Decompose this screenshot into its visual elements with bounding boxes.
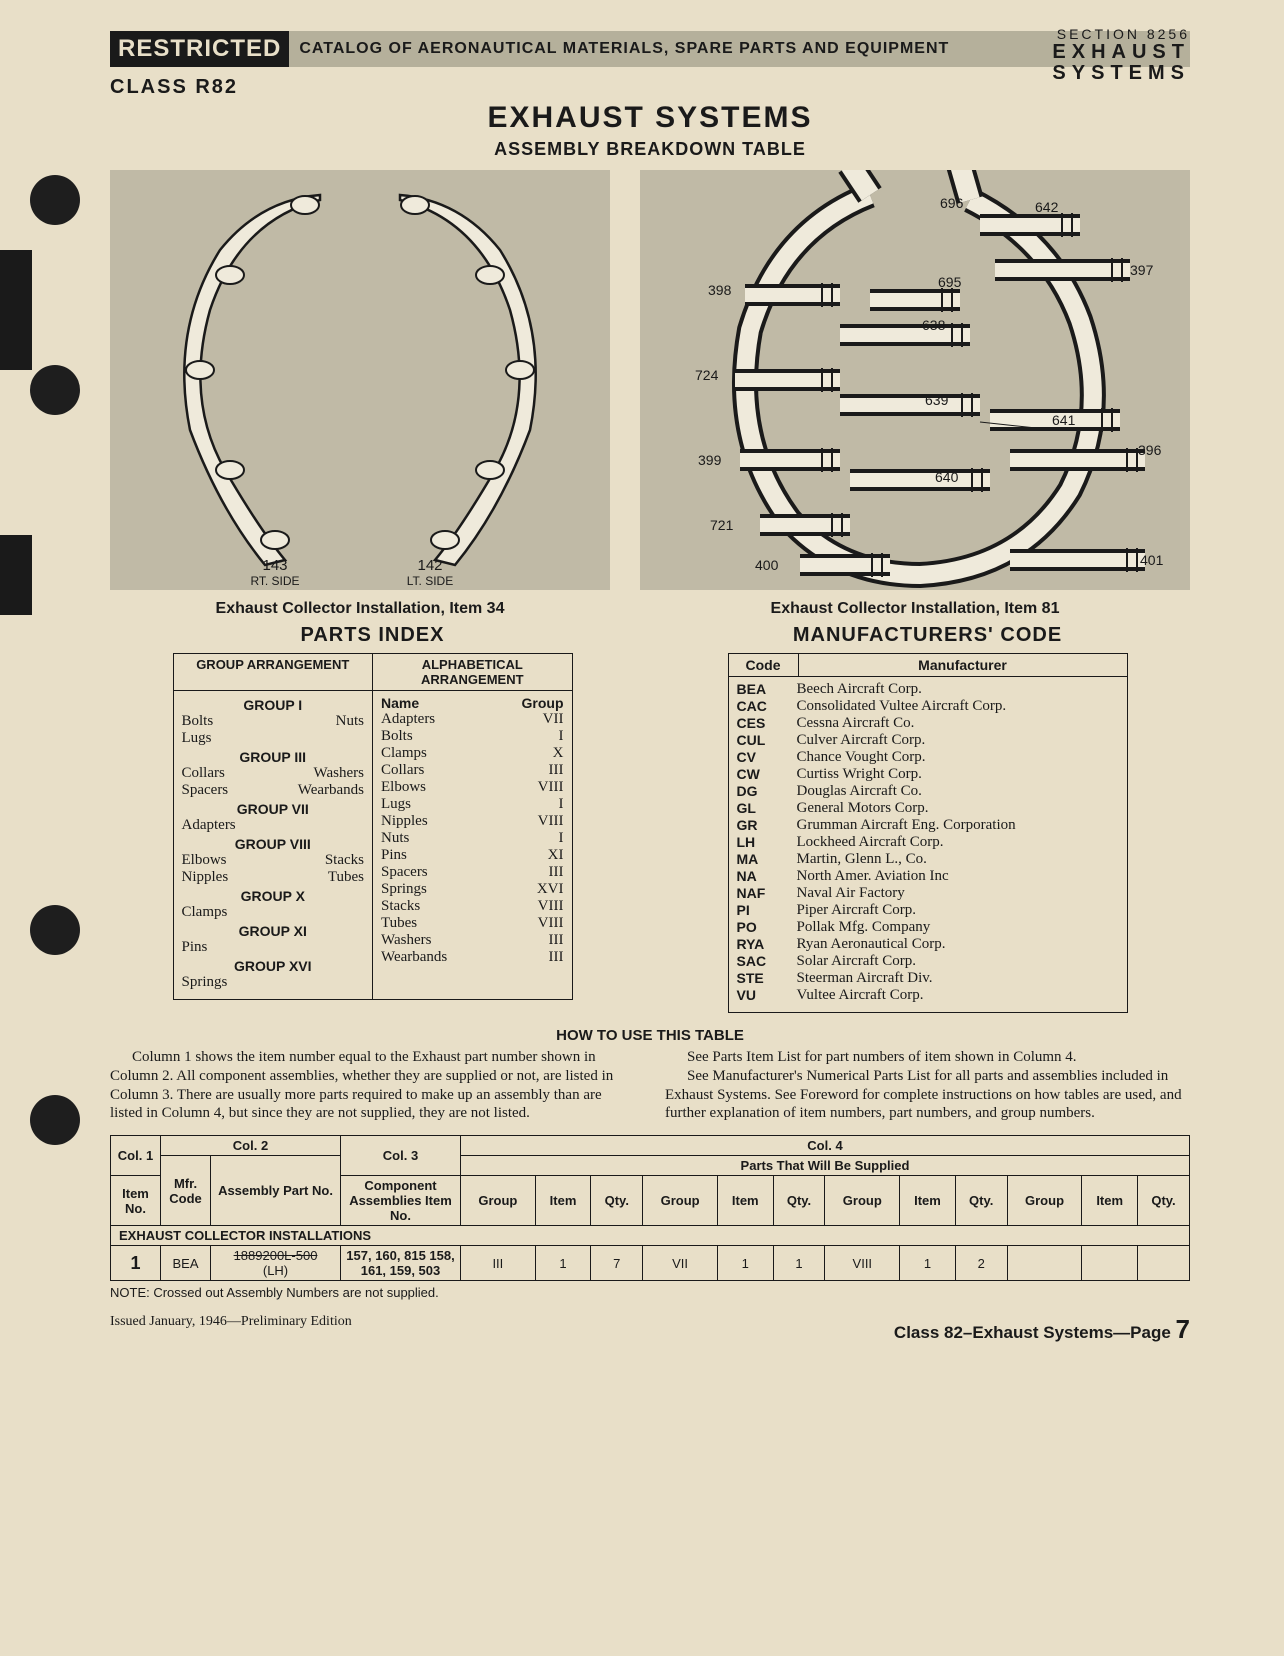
alpha-row: WearbandsIII [381,949,564,966]
howto-title: HOW TO USE THIS TABLE [110,1027,1190,1044]
mfr-row: CESCessna Aircraft Co. [737,715,1119,732]
svg-text:642: 642 [1035,199,1059,215]
restricted-badge: RESTRICTED [110,31,289,67]
class-label: CLASS R82 [110,76,1190,99]
mfr-row: POPollak Mfg. Company [737,919,1119,936]
group-header: GROUP X [182,888,365,904]
mfr-row: CVChance Vought Corp. [737,749,1119,766]
svg-text:724: 724 [695,367,719,383]
alpha-row: NipplesVIII [381,813,564,830]
group-header: GROUP VII [182,801,365,817]
alpha-row: AdaptersVII [381,711,564,728]
mfr-row: CULCulver Aircraft Corp. [737,732,1119,749]
mfr-code-title: MANUFACTURERS' CODE [665,624,1190,647]
svg-text:695: 695 [938,274,962,290]
mfr-row: RYARyan Aeronautical Corp. [737,936,1119,953]
group-item-row: Springs [182,974,365,991]
svg-text:639: 639 [925,392,949,408]
binder-hole [30,365,80,415]
group-item-row: NipplesTubes [182,869,365,886]
mfr-row: SACSolar Aircraft Corp. [737,953,1119,970]
mfr-row: CWCurtiss Wright Corp. [737,766,1119,783]
alpha-row: NutsI [381,830,564,847]
alpha-row: ClampsX [381,745,564,762]
parts-index-title: PARTS INDEX [110,624,635,647]
svg-text:400: 400 [755,557,779,573]
mfr-row: STESteerman Aircraft Div. [737,970,1119,987]
howto-text: Column 1 shows the item number equal to … [110,1048,1190,1123]
mfr-row: BEABeech Aircraft Corp. [737,681,1119,698]
group-item-row: CollarsWashers [182,765,365,782]
group-header: GROUP III [182,749,365,765]
breakdown-table: Col. 1 Col. 2 Col. 3 Col. 4 Mfr. Code As… [110,1135,1190,1281]
group-item-row: Adapters [182,817,365,834]
svg-text:638: 638 [922,317,946,333]
svg-text:396: 396 [1138,442,1162,458]
alpha-row: TubesVIII [381,915,564,932]
mfr-row: GRGrumman Aircraft Eng. Corporation [737,817,1119,834]
svg-text:142: 142 [417,557,442,574]
figure-right: 696 642 397 695 398 638 724 639 641 396 399 640 721 4… [640,170,1190,590]
group-header: GROUP VIII [182,836,365,852]
alpha-row: CollarsIII [381,762,564,779]
binder-tab [0,535,32,615]
page-title: EXHAUST SYSTEMS [110,101,1190,135]
mfr-row: MAMartin, Glenn L., Co. [737,851,1119,868]
svg-text:RT. SIDE: RT. SIDE [250,574,299,588]
binder-hole [30,175,80,225]
group-item-row: SpacersWearbands [182,782,365,799]
svg-text:640: 640 [935,469,959,485]
group-header: GROUP XVI [182,958,365,974]
alpha-row: WashersIII [381,932,564,949]
alpha-row: ElbowsVIII [381,779,564,796]
svg-text:LT. SIDE: LT. SIDE [407,574,453,588]
mfr-row: PIPiper Aircraft Corp. [737,902,1119,919]
table-row: 1 BEA 1889200L-500(LH) 157, 160, 815 158… [111,1246,1190,1281]
alpha-row: SpacersIII [381,864,564,881]
svg-text:641: 641 [1052,412,1076,428]
svg-text:399: 399 [698,452,722,468]
figure-right-caption: Exhaust Collector Installation, Item 81 [640,600,1190,618]
svg-text:397: 397 [1130,262,1154,278]
mfr-row: LHLockheed Aircraft Corp. [737,834,1119,851]
svg-text:143: 143 [262,557,287,574]
svg-text:401: 401 [1140,552,1164,568]
alpha-row: LugsI [381,796,564,813]
group-header: GROUP XI [182,923,365,939]
svg-text:696: 696 [940,195,964,211]
footer-left: Issued January, 1946—Preliminary Edition [110,1314,352,1345]
table-note: NOTE: Crossed out Assembly Numbers are n… [110,1285,1190,1300]
svg-text:721: 721 [710,517,734,533]
page-subtitle: ASSEMBLY BREAKDOWN TABLE [110,139,1190,160]
footer-right: Class 82–Exhaust Systems—Page 7 [894,1314,1190,1345]
mfr-code-box: Code Manufacturer BEABeech Aircraft Corp… [728,653,1128,1013]
alpha-row: StacksVIII [381,898,564,915]
alpha-row: SpringsXVI [381,881,564,898]
svg-text:398: 398 [708,282,732,298]
group-item-row: Pins [182,939,365,956]
figure-left-caption: Exhaust Collector Installation, Item 34 [110,600,610,618]
figure-left: 143RT. SIDE 142LT. SIDE [110,170,610,590]
binder-tab [0,250,32,370]
mfr-row: NANorth Amer. Aviation Inc [737,868,1119,885]
alpha-row: BoltsI [381,728,564,745]
group-item-row: ElbowsStacks [182,852,365,869]
binder-hole [30,1095,80,1145]
alpha-row: PinsXI [381,847,564,864]
group-item-row: Clamps [182,904,365,921]
group-header: GROUP I [182,697,365,713]
parts-index-box: GROUP ARRANGEMENT ALPHABETICAL ARRANGEME… [173,653,573,1000]
mfr-row: DGDouglas Aircraft Co. [737,783,1119,800]
group-item-row: Lugs [182,730,365,747]
mfr-row: GLGeneral Motors Corp. [737,800,1119,817]
section-block: SECTION 8256 EXHAUST SYSTEMS [1052,26,1190,84]
group-item-row: BoltsNuts [182,713,365,730]
mfr-row: CACConsolidated Vultee Aircraft Corp. [737,698,1119,715]
mfr-row: VUVultee Aircraft Corp. [737,987,1119,1004]
binder-hole [30,905,80,955]
mfr-row: NAFNaval Air Factory [737,885,1119,902]
